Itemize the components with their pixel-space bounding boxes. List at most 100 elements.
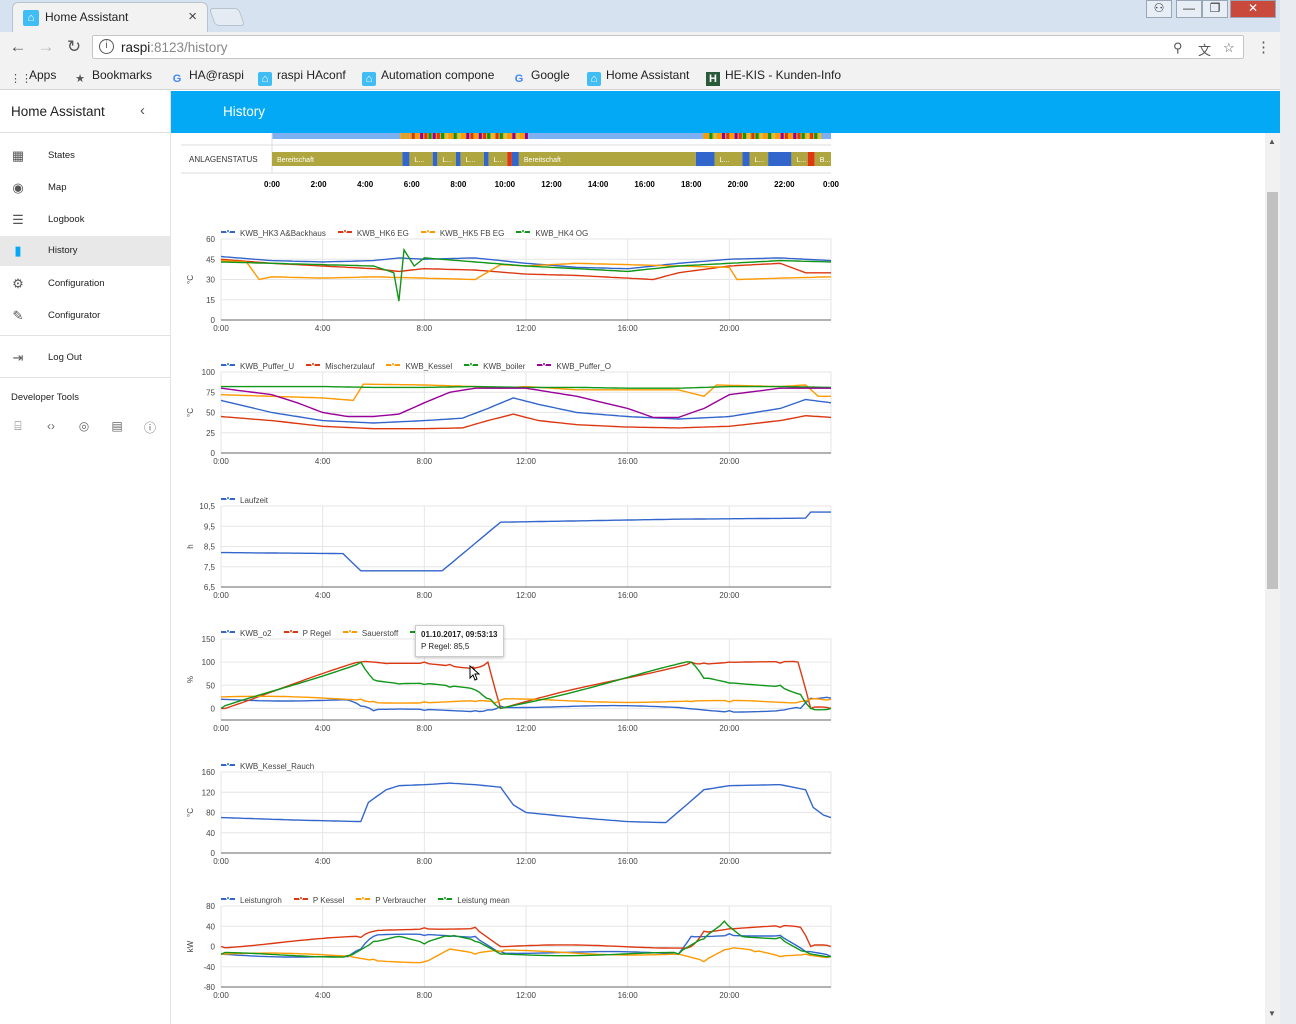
info-icon[interactable]: ⓘ <box>143 421 156 435</box>
timeline-segment[interactable] <box>742 152 750 166</box>
legend-entry[interactable]: Laufzeit <box>221 496 268 505</box>
timeline-segment[interactable] <box>483 133 487 139</box>
series-line[interactable] <box>220 247 832 302</box>
timeline-segment[interactable] <box>776 133 780 139</box>
series-line[interactable] <box>220 397 832 424</box>
legend-entry[interactable]: Leistungroh <box>221 896 282 905</box>
sidebar-item-configuration[interactable]: ⚙ Configuration <box>0 269 170 299</box>
series-line[interactable] <box>221 660 832 710</box>
series-line[interactable] <box>220 413 832 430</box>
series-line[interactable] <box>220 782 832 824</box>
close-tab-icon[interactable]: × <box>188 8 197 25</box>
sidebar-item-logout[interactable]: ⇥ Log Out <box>0 343 170 373</box>
timeline-segment[interactable] <box>483 152 489 166</box>
series-line[interactable] <box>220 661 832 711</box>
chevron-left-icon[interactable]: ‹ <box>140 102 145 119</box>
legend-entry[interactable]: KWB_Kessel <box>386 362 452 371</box>
timeline-segment[interactable] <box>272 133 401 139</box>
legend-entry[interactable]: Leistung mean <box>438 896 510 905</box>
scrollbar[interactable]: ▲ ▼ <box>1265 133 1280 1024</box>
timeline-segment[interactable] <box>751 133 755 139</box>
timeline-segment[interactable] <box>432 152 438 166</box>
bookmark-star-icon[interactable]: ☆ <box>1223 40 1235 55</box>
timeline-segment[interactable] <box>730 133 734 139</box>
sidebar-item-configurator[interactable]: ✎ Configurator <box>0 301 170 331</box>
timeline-segment[interactable] <box>768 152 792 166</box>
timeline-segment[interactable] <box>420 133 424 139</box>
back-icon[interactable]: ← <box>9 37 27 56</box>
timeline-segment[interactable] <box>449 133 453 139</box>
timeline-segment[interactable] <box>742 133 746 139</box>
series-line[interactable] <box>220 387 831 419</box>
legend-entry[interactable]: P Verbraucher <box>356 896 426 905</box>
series-line[interactable] <box>220 696 832 713</box>
timeline-segment[interactable] <box>445 133 449 139</box>
bookmark-home-assistant[interactable]: ⌂ Home Assistant <box>587 68 689 86</box>
timeline-segment[interactable] <box>474 133 478 139</box>
timeline-segment[interactable] <box>511 152 519 166</box>
timeline-segment[interactable] <box>441 133 445 139</box>
timeline-segment[interactable] <box>437 152 457 166</box>
series-line[interactable] <box>221 385 832 389</box>
timeline-segment[interactable] <box>518 152 696 166</box>
series-line[interactable] <box>220 947 832 964</box>
scroll-up-icon[interactable]: ▲ <box>1268 137 1276 146</box>
bookmark-google[interactable]: G Google <box>512 68 570 86</box>
timeline-segment[interactable] <box>503 133 507 139</box>
timeline-segment[interactable] <box>814 133 818 139</box>
series-line[interactable] <box>220 255 832 270</box>
timeline-segment[interactable] <box>508 133 512 139</box>
code-icon[interactable]: ‹› <box>47 419 55 433</box>
timeline-segment[interactable] <box>805 133 809 139</box>
legend-entry[interactable]: KWB_HK6 EG <box>337 229 409 238</box>
user-profile-icon[interactable]: ⚇ <box>1146 0 1172 18</box>
scroll-down-icon[interactable]: ▼ <box>1268 1009 1276 1018</box>
restore-icon[interactable]: ❐ <box>1202 0 1228 18</box>
timeline-segment[interactable] <box>789 133 793 139</box>
sidebar-item-states[interactable]: ▦ States <box>0 141 170 171</box>
legend-entry[interactable]: KWB_Puffer_U <box>221 362 294 371</box>
timeline-segment[interactable] <box>695 152 715 166</box>
timeline-segment[interactable] <box>801 133 805 139</box>
timeline-segment[interactable] <box>516 133 520 139</box>
timeline-segment[interactable] <box>819 133 831 139</box>
timeline-segment[interactable] <box>709 133 713 139</box>
legend-entry[interactable]: KWB_HK5 FB EG <box>420 229 504 238</box>
timeline-segment[interactable] <box>818 133 822 139</box>
timeline-segment[interactable] <box>713 133 717 139</box>
timeline-segment[interactable] <box>705 133 709 139</box>
bookmark-ha-raspi[interactable]: G HA@raspi <box>170 68 244 86</box>
sidebar-item-history[interactable]: ▮ History <box>0 236 170 266</box>
legend-entry[interactable]: KWB_boiler <box>464 362 525 371</box>
timeline-segment[interactable] <box>734 133 738 139</box>
timeline-segment[interactable] <box>524 133 528 139</box>
timeline-segment[interactable] <box>768 133 772 139</box>
translate-icon[interactable]: 文 <box>1198 43 1212 58</box>
timeline-segment[interactable] <box>428 133 432 139</box>
zoom-icon[interactable]: ⚲ <box>1173 40 1183 55</box>
timeline-segment[interactable] <box>717 133 721 139</box>
browser-tab[interactable]: ⌂ Home Assistant × <box>12 2 208 32</box>
timeline-segment[interactable] <box>772 133 776 139</box>
series-line[interactable] <box>221 511 831 572</box>
timeline-segment[interactable] <box>411 133 415 139</box>
timeline-segment[interactable] <box>432 133 436 139</box>
window-close-icon[interactable]: ✕ <box>1230 0 1276 18</box>
broadcast-icon[interactable]: ◎ <box>78 419 90 433</box>
site-info-icon[interactable]: i <box>99 39 114 54</box>
timeline-segment[interactable] <box>487 133 491 139</box>
timeline-segment[interactable] <box>466 133 470 139</box>
timeline-segment[interactable] <box>797 133 801 139</box>
minimize-icon[interactable]: — <box>1176 0 1202 18</box>
legend-entry[interactable]: KWB_Puffer_O <box>537 362 611 371</box>
timeline-segment[interactable] <box>520 133 524 139</box>
timeline-segment[interactable] <box>495 133 499 139</box>
legend-entry[interactable]: KWB_HK3 A&Backhaus <box>221 229 326 238</box>
timeline-segment[interactable] <box>488 152 508 166</box>
series-line[interactable] <box>220 920 832 958</box>
sidebar-item-map[interactable]: ◉ Map <box>0 173 170 203</box>
browser-menu-icon[interactable]: ⋮ <box>1256 39 1271 56</box>
legend-entry[interactable]: KWB_o2 <box>221 629 272 638</box>
timeline-segment[interactable] <box>791 152 808 166</box>
timeline-segment[interactable] <box>721 133 725 139</box>
